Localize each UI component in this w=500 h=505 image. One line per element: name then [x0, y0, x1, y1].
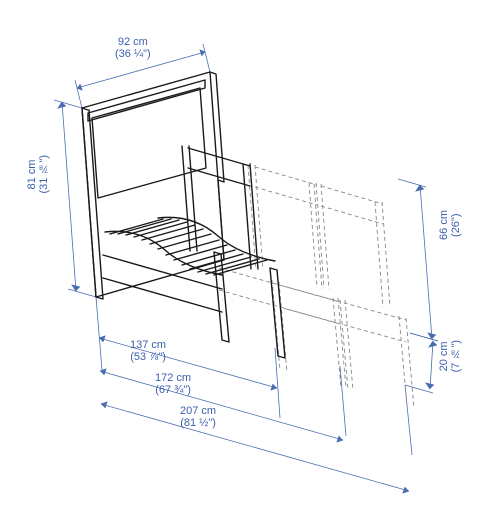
dim-clear-metric: 20 cm: [438, 341, 450, 371]
dim-clearance: 20 cm (7 ⅞"): [438, 340, 462, 372]
dim-length1-imperial: (53 ⅞"): [130, 351, 166, 363]
dim-width: 92 cm (36 ¼"): [115, 36, 151, 60]
dim-length2: 172 cm (67 ¾"): [155, 372, 191, 396]
dim-rail-imperial: (26"): [450, 210, 462, 240]
dim-height-imperial: (31 ⅞"): [38, 155, 50, 194]
dim-length1: 137 cm (53 ⅞"): [130, 339, 166, 363]
dim-height: 81 cm (31 ⅞"): [26, 155, 50, 194]
dim-rail-height: 66 cm (26"): [438, 210, 462, 240]
dim-length3: 207 cm (81 ½"): [180, 405, 216, 429]
dim-width-imperial: (36 ¼"): [115, 48, 151, 60]
dim-rail-metric: 66 cm: [438, 210, 450, 240]
dim-length3-imperial: (81 ½"): [180, 417, 216, 429]
dim-length3-metric: 207 cm: [180, 405, 216, 417]
dim-length1-metric: 137 cm: [130, 339, 166, 351]
technical-diagram: 92 cm (36 ¼") 81 cm (31 ⅞") 137 cm (53 ⅞…: [0, 0, 500, 500]
bed-frame-svg: [0, 0, 500, 500]
dim-length2-metric: 172 cm: [155, 372, 191, 384]
dim-width-metric: 92 cm: [118, 36, 148, 48]
dim-height-metric: 81 cm: [26, 159, 38, 189]
dim-clear-imperial: (7 ⅞"): [450, 340, 462, 372]
dim-length2-imperial: (67 ¾"): [155, 384, 191, 396]
